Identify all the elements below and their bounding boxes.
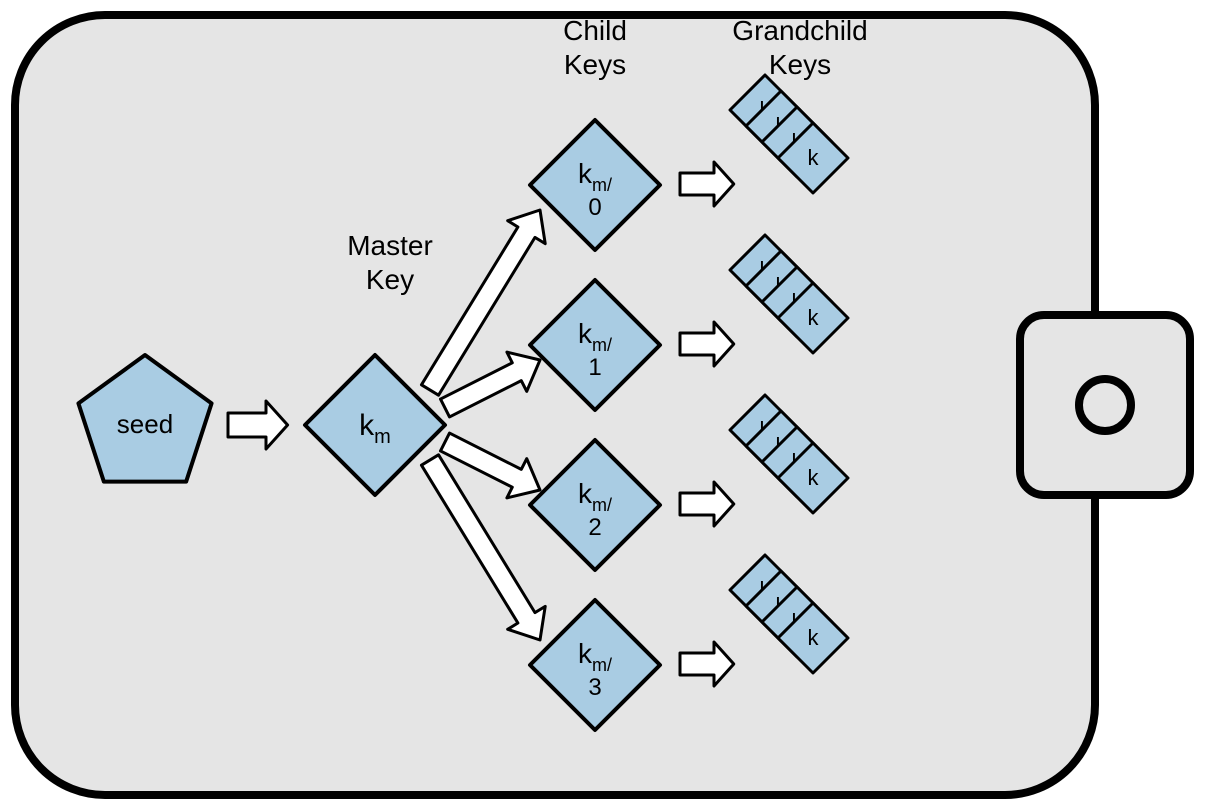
grandchild-key-label: k: [808, 305, 820, 330]
diagram-canvas: seedkmMasterKeyChildKeysGrandchildKeyskm…: [0, 0, 1206, 811]
wallet-button: [1079, 379, 1131, 431]
grandchild-key-label: k: [808, 625, 820, 650]
seed-label: seed: [117, 409, 173, 439]
grandchild-key-label: k: [808, 465, 820, 490]
grandchild-key-label: k: [808, 145, 820, 170]
